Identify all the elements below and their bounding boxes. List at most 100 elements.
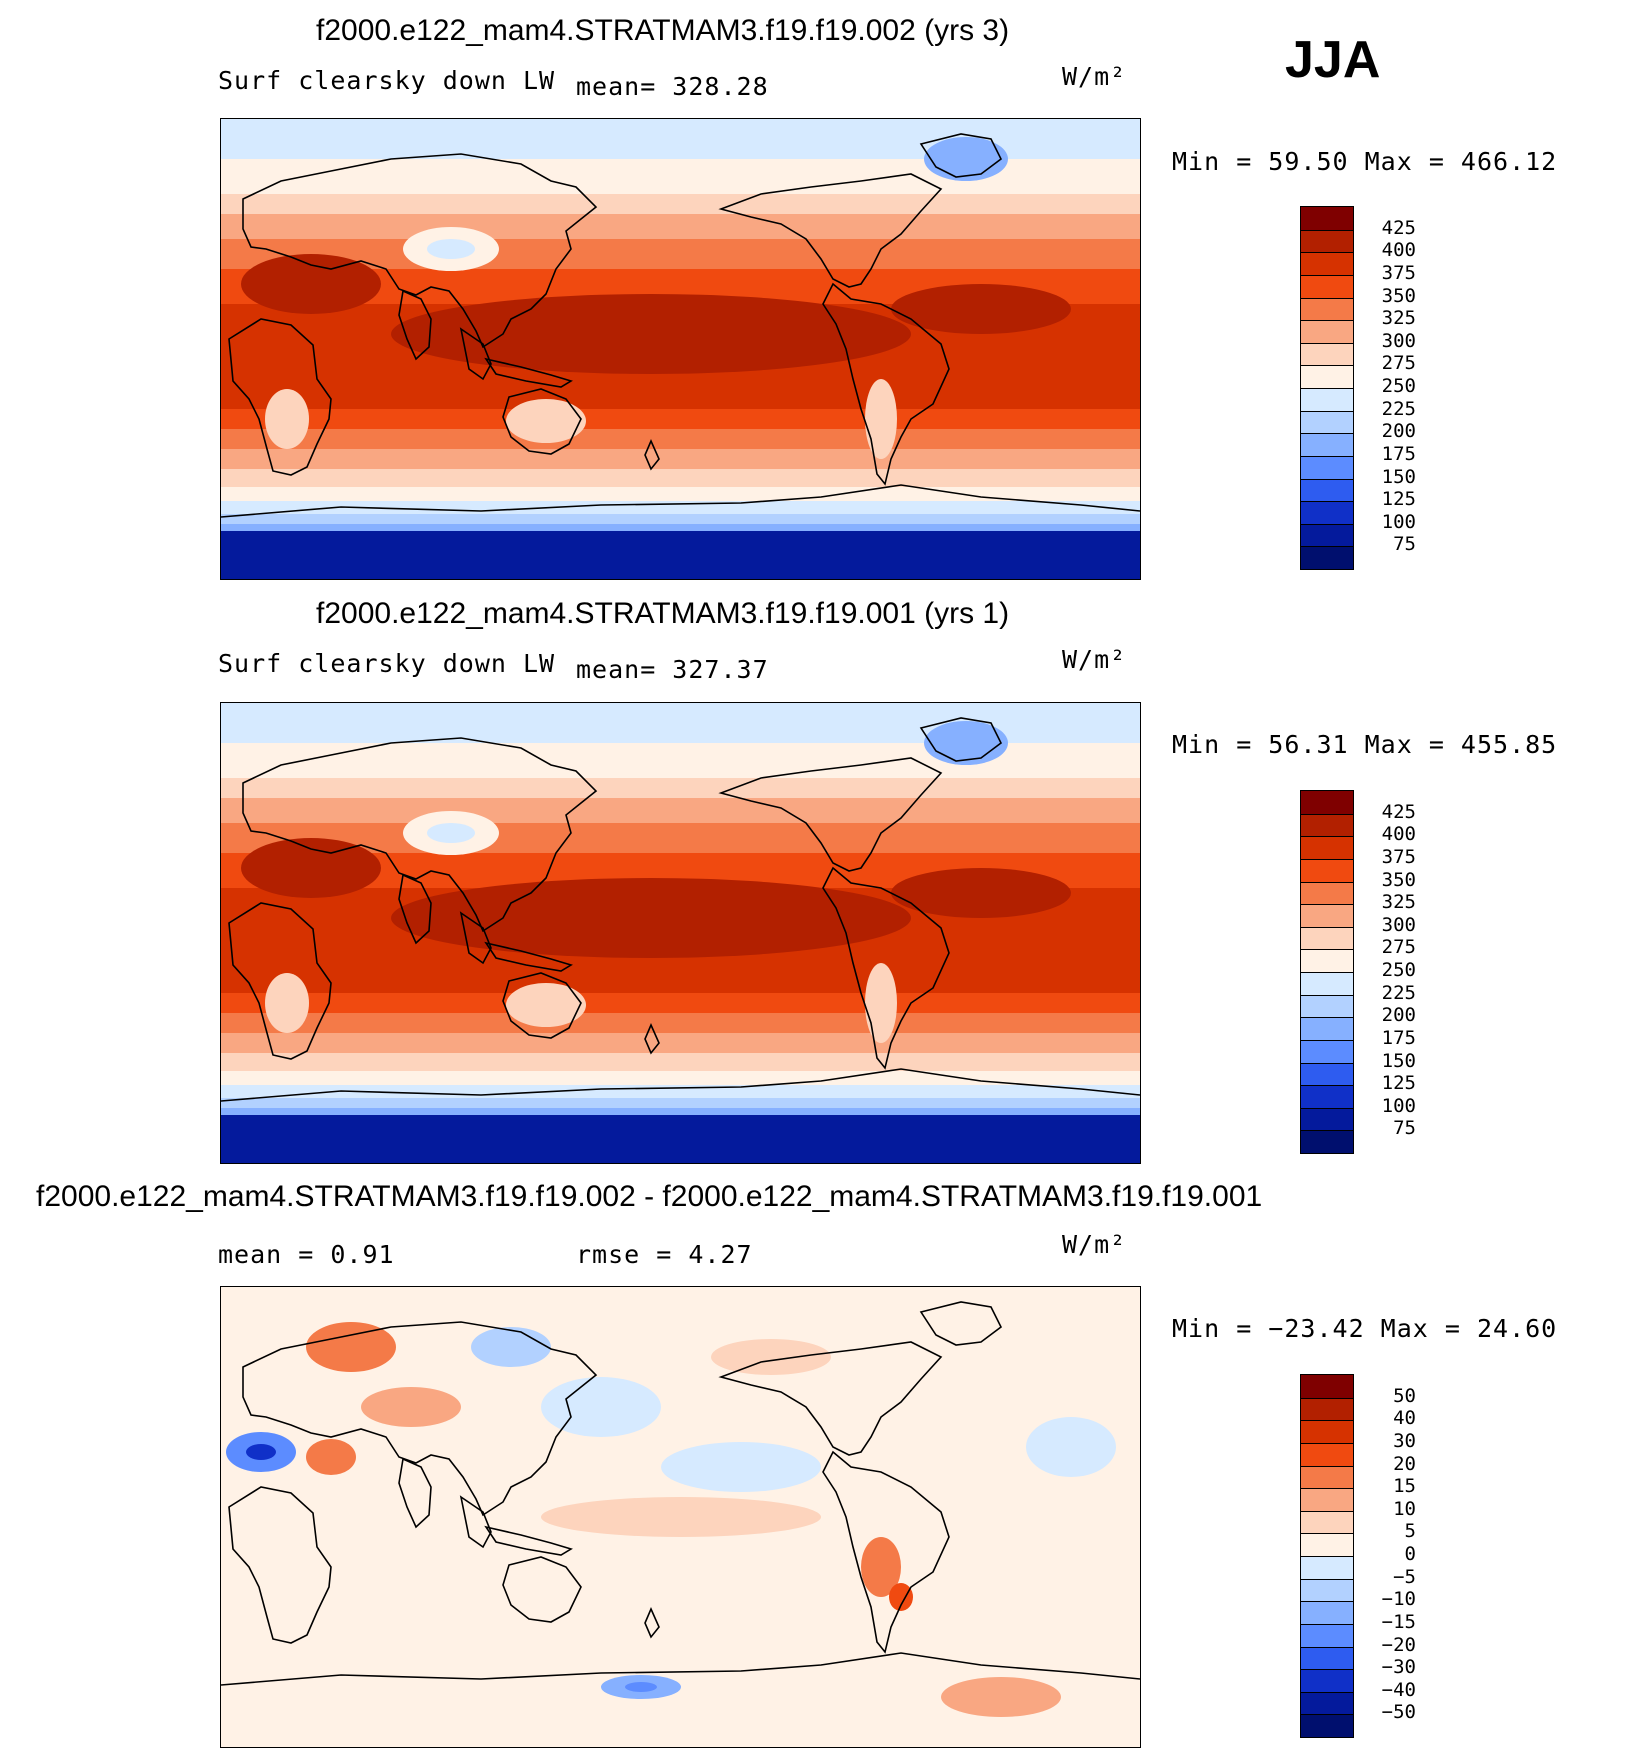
colorbar-tick-label: 300	[1381, 913, 1416, 936]
colorbar-tick-label: 425	[1381, 216, 1416, 239]
colorbar-swatch	[1301, 1442, 1353, 1466]
colorbar-tick-label: −30	[1381, 1656, 1416, 1679]
anomaly-patch	[541, 1377, 661, 1437]
anomaly-patch	[471, 1327, 551, 1367]
warm-band	[241, 838, 381, 898]
colorbar-tick-label: 125	[1381, 488, 1416, 511]
colorbar-swatch	[1301, 1465, 1353, 1489]
colorbar-swatch	[1301, 904, 1353, 927]
coastline	[484, 941, 573, 972]
colorbar-swatch	[1301, 1107, 1353, 1131]
colorbar-tick-label: 375	[1381, 261, 1416, 284]
colorbar-swatch	[1301, 1039, 1353, 1063]
colorbar-swatch	[1301, 949, 1353, 972]
panel-2-colorbar	[1300, 790, 1354, 1154]
colorbar-tick-label: 100	[1381, 1094, 1416, 1117]
contour-band	[221, 409, 1140, 429]
colorbar-swatch	[1301, 858, 1353, 882]
contour-band	[221, 524, 1140, 534]
panel-1-map-svg	[221, 119, 1140, 579]
colorbar-swatch	[1301, 478, 1353, 502]
panel-1-title: f2000.e122_mam4.STRATMAM3.f19.f19.002 (y…	[316, 14, 1010, 47]
panel-2-map-svg	[221, 703, 1140, 1163]
colorbar-swatch	[1301, 1623, 1353, 1647]
colorbar-tick-label: 10	[1393, 1497, 1416, 1520]
colorbar-tick-label: 225	[1381, 397, 1416, 420]
colorbar-tick-label: 150	[1381, 1049, 1416, 1072]
colorbar-swatch	[1301, 926, 1353, 950]
colorbar-swatch	[1301, 546, 1353, 569]
contour-band	[221, 778, 1140, 798]
contour-band	[221, 1108, 1140, 1118]
panel-2-variable-label: Surf clearsky down LW	[218, 649, 556, 678]
coastline	[502, 388, 582, 455]
colorbar-tick-label: −40	[1381, 1678, 1416, 1701]
warm-band	[891, 284, 1071, 334]
season-label: JJA	[1285, 31, 1381, 89]
colorbar-swatch	[1301, 1375, 1353, 1398]
panel-2-minmax: Min = 56.31 Max = 455.85	[1172, 730, 1558, 759]
coastline	[398, 873, 432, 945]
colorbar-tick-label: 40	[1393, 1407, 1416, 1430]
panel-1-minmax: Min = 59.50 Max = 466.12	[1172, 147, 1558, 176]
colorbar-tick-label: 175	[1381, 442, 1416, 465]
panel-1-map	[220, 118, 1141, 580]
colorbar-tick-label: 350	[1381, 284, 1416, 307]
panel-2-map	[220, 702, 1141, 1164]
anomaly-patch	[941, 1677, 1061, 1717]
colorbar-swatch	[1301, 297, 1353, 321]
anomaly-patch	[306, 1439, 356, 1475]
colorbar-tick-label: 200	[1381, 1004, 1416, 1027]
coastline	[502, 972, 582, 1039]
contour-band	[221, 1053, 1140, 1071]
colorbar-tick-label: 100	[1381, 510, 1416, 533]
colorbar-swatch	[1301, 791, 1353, 814]
colorbar-tick-label: 15	[1393, 1475, 1416, 1498]
colorbar-tick-label: 425	[1381, 800, 1416, 823]
coastline	[919, 717, 1003, 762]
panel-3-rmse-label: rmse = 4.27	[576, 1240, 753, 1269]
australia-cool-patch	[506, 399, 586, 443]
contour-band	[221, 469, 1140, 487]
colorbar-tick-label: 400	[1381, 239, 1416, 262]
colorbar-swatch	[1301, 836, 1353, 859]
south-africa-cool-patch	[265, 389, 309, 449]
contour-band	[221, 194, 1140, 214]
coastline	[221, 484, 1140, 518]
anomaly-patch	[711, 1339, 831, 1375]
contour-band	[221, 1098, 1140, 1108]
colorbar-tick-label: 350	[1381, 868, 1416, 891]
coastline	[484, 1525, 573, 1556]
colorbar-tick-label: 30	[1393, 1429, 1416, 1452]
colorbar-swatch	[1301, 388, 1353, 411]
colorbar-tick-label: 300	[1381, 329, 1416, 352]
contour-band	[221, 823, 1140, 853]
panel-3-mean-label: mean = 0.91	[218, 1240, 395, 1269]
colorbar-tick-label: −20	[1381, 1633, 1416, 1656]
tibet-cold-core	[427, 823, 475, 843]
colorbar-swatch	[1301, 229, 1353, 253]
panel-3-map-svg	[221, 1287, 1140, 1747]
greenland-cold-patch	[924, 137, 1008, 181]
panel-2-title: f2000.e122_mam4.STRATMAM3.f19.f19.001 (y…	[316, 597, 1010, 630]
colorbar-swatch	[1301, 501, 1353, 524]
colorbar-swatch	[1301, 433, 1353, 456]
antarctic-band	[221, 531, 1140, 579]
coastline	[398, 289, 432, 361]
panel-3-title: f2000.e122_mam4.STRATMAM3.f19.f19.002 - …	[36, 1180, 1263, 1213]
contour-band	[221, 487, 1140, 501]
australia-cool-patch	[506, 983, 586, 1027]
colorbar-tick-label: 50	[1393, 1384, 1416, 1407]
contour-band	[221, 1013, 1140, 1033]
colorbar-swatch	[1301, 1556, 1353, 1579]
colorbar-swatch	[1301, 1691, 1353, 1715]
colorbar-tick-label: 20	[1393, 1452, 1416, 1475]
anomaly-patch	[861, 1537, 901, 1597]
colorbar-swatch	[1301, 320, 1353, 343]
colorbar-swatch	[1301, 1130, 1353, 1153]
anomaly-patch	[246, 1444, 276, 1460]
colorbar-swatch	[1301, 1085, 1353, 1108]
coastline	[644, 439, 660, 471]
colorbar-swatch	[1301, 1601, 1353, 1624]
colorbar-swatch	[1301, 342, 1353, 366]
